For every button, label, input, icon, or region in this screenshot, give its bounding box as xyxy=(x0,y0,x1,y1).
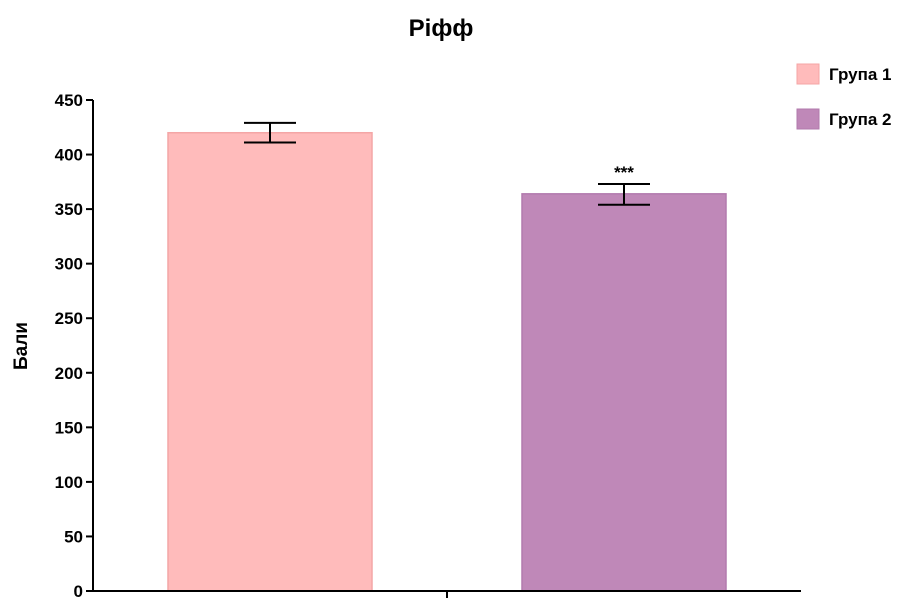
bars xyxy=(167,131,727,592)
y-tick-label: 200 xyxy=(55,364,83,383)
y-tick-label: 100 xyxy=(55,473,83,492)
y-tick-label: 350 xyxy=(55,200,83,219)
legend-swatch-2 xyxy=(796,108,820,130)
y-axis: 0 50 100 150 200 250 300 350 400 450 xyxy=(55,91,94,598)
legend-swatch-1 xyxy=(796,63,820,85)
x-axis xyxy=(93,590,801,598)
legend-label-2: Група 2 xyxy=(829,110,892,129)
bar-2 xyxy=(521,193,727,592)
chart-title: Ріфф xyxy=(409,15,474,42)
significance-marker: *** xyxy=(614,163,634,182)
y-tick-label: 150 xyxy=(55,418,83,437)
y-tick-label: 450 xyxy=(55,91,83,110)
y-tick-label: 400 xyxy=(55,146,83,165)
bar-1 xyxy=(167,131,373,592)
significance-annotations: *** xyxy=(614,163,634,182)
error-bars xyxy=(244,121,650,206)
y-tick-label: 0 xyxy=(74,582,83,598)
y-axis-label: Бали xyxy=(11,322,32,370)
legend: Група 1 Група 2 xyxy=(796,63,892,130)
y-tick-label: 50 xyxy=(64,527,83,546)
legend-label-1: Група 1 xyxy=(829,65,892,84)
y-tick-label: 300 xyxy=(55,255,83,274)
y-tick-label: 250 xyxy=(55,309,83,328)
